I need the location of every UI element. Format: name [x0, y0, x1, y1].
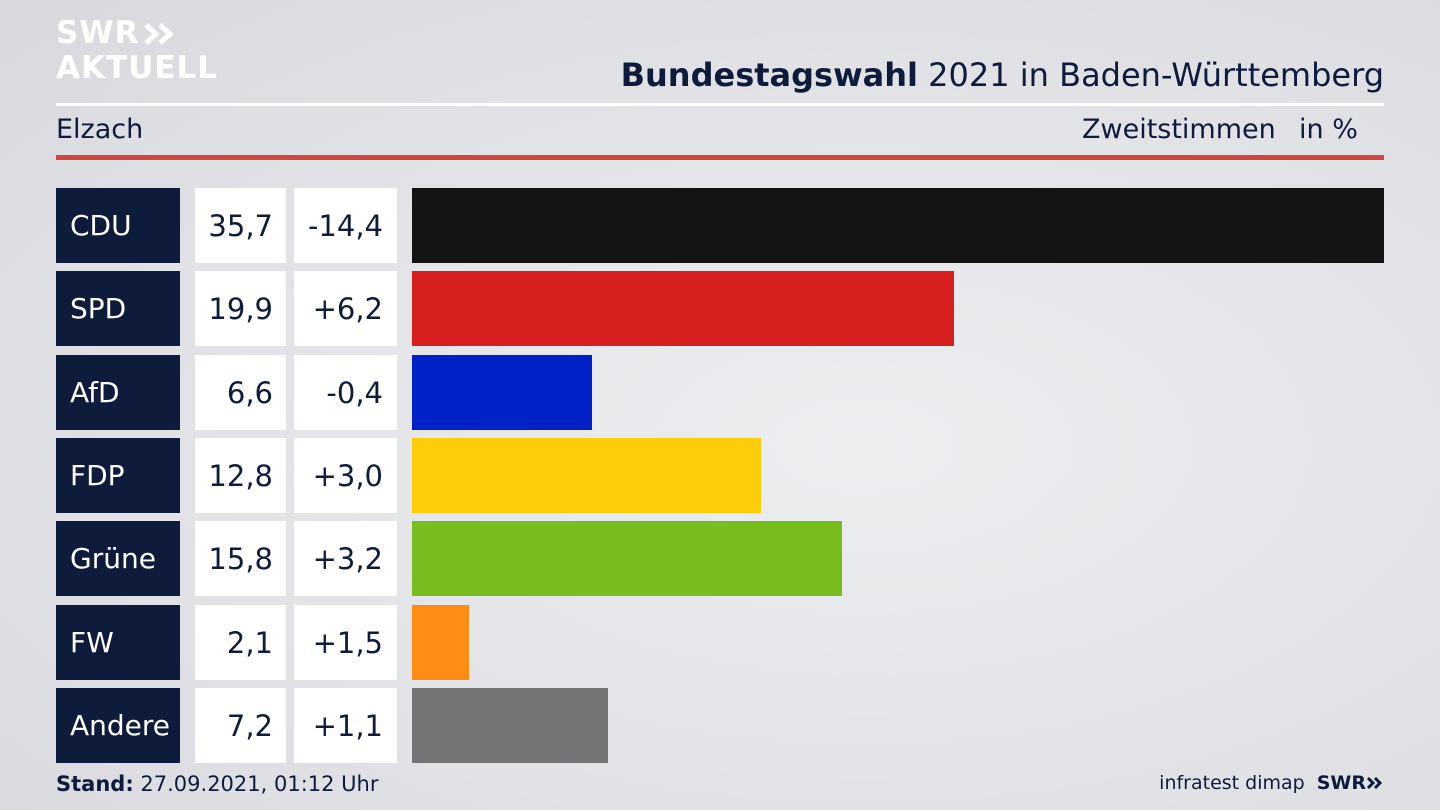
- vote-change-value: +1,1: [294, 688, 397, 763]
- vote-share-value: 7,2: [195, 688, 286, 763]
- result-row: CDU 35,7 -14,4: [0, 188, 1440, 263]
- party-label: CDU: [56, 188, 180, 263]
- result-row: Grüne 15,8 +3,2: [0, 521, 1440, 596]
- double-chevron-icon: [144, 22, 175, 45]
- vote-share-value: 6,6: [195, 355, 286, 430]
- metric-label: Zweitstimmen: [1082, 114, 1276, 145]
- vote-change-value: +3,2: [294, 521, 397, 596]
- result-row: FDP 12,8 +3,0: [0, 438, 1440, 513]
- vote-share-value: 15,8: [195, 521, 286, 596]
- swr-aktuell-logo: SWR AKTUELL: [56, 18, 218, 84]
- result-bar: [412, 188, 1384, 263]
- party-label: Andere: [56, 688, 180, 763]
- vote-share-value: 35,7: [195, 188, 286, 263]
- result-row: AfD 6,6 -0,4: [0, 355, 1440, 430]
- vote-change-value: -0,4: [294, 355, 397, 430]
- result-bar: [412, 438, 761, 513]
- vote-change-value: +6,2: [294, 271, 397, 346]
- stand-label: Stand:: [56, 772, 134, 796]
- result-bar: [412, 605, 469, 680]
- chart-title: Bundestagswahl 2021 in Baden-Württemberg: [621, 56, 1384, 94]
- title-bold: Bundestagswahl: [620, 56, 918, 94]
- party-label: Grüne: [56, 521, 180, 596]
- result-bar: [412, 521, 842, 596]
- double-chevron-icon-small: [1366, 776, 1383, 790]
- accent-divider: [56, 155, 1384, 160]
- vote-change-value: +1,5: [294, 605, 397, 680]
- result-bar: [412, 271, 954, 346]
- logo-line1: SWR: [56, 15, 140, 51]
- vote-change-value: +3,0: [294, 438, 397, 513]
- vote-share-value: 12,8: [195, 438, 286, 513]
- party-label: AfD: [56, 355, 180, 430]
- header-divider: [56, 103, 1384, 106]
- result-row: FW 2,1 +1,5: [0, 605, 1440, 680]
- unit-label: in %: [1299, 114, 1358, 145]
- party-label: FDP: [56, 438, 180, 513]
- party-label: SPD: [56, 271, 180, 346]
- vote-share-value: 19,9: [195, 271, 286, 346]
- brand-label: SWR: [1316, 772, 1366, 794]
- swr-brand: SWR: [1317, 772, 1384, 794]
- timestamp: Stand: 27.09.2021, 01:12 Uhr: [56, 772, 379, 796]
- stand-value: 27.09.2021, 01:12 Uhr: [133, 772, 379, 796]
- region-label: Elzach: [56, 114, 144, 145]
- party-label: FW: [56, 605, 180, 680]
- source-credit: infratest dimap SWR: [1159, 772, 1384, 794]
- result-row: SPD 19,9 +6,2: [0, 271, 1440, 346]
- source-label: infratest dimap: [1159, 772, 1305, 794]
- result-bar: [412, 355, 592, 430]
- vote-share-value: 2,1: [195, 605, 286, 680]
- result-bar: [412, 688, 608, 763]
- logo-line2: AKTUELL: [56, 50, 219, 86]
- title-rest: 2021 in Baden-Württemberg: [917, 56, 1384, 94]
- result-row: Andere 7,2 +1,1: [0, 688, 1440, 763]
- vote-change-value: -14,4: [294, 188, 397, 263]
